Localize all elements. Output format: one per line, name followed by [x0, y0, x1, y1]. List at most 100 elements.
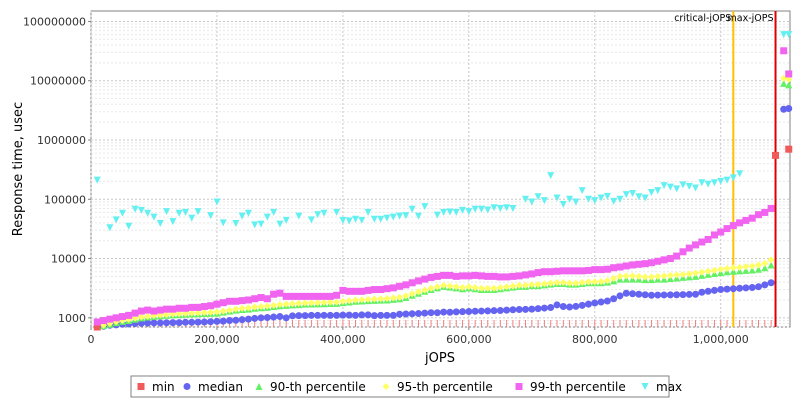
point-median [452, 308, 460, 316]
point-95-th-percentile [515, 281, 523, 289]
point-median [194, 318, 202, 326]
point-median [263, 314, 271, 322]
point-max [629, 190, 637, 198]
point-99-th-percentile [610, 264, 618, 272]
point-median [736, 284, 744, 292]
point-99-th-percentile [647, 259, 655, 267]
point-median [251, 314, 259, 322]
point-99-th-percentile [333, 291, 341, 299]
point-95-th-percentile [333, 298, 341, 306]
point-99-th-percentile [446, 271, 454, 279]
point-max [232, 220, 240, 228]
point-max [566, 195, 574, 203]
point-95-th-percentile [402, 292, 410, 300]
point-95-th-percentile [144, 312, 152, 320]
point-95-th-percentile [647, 273, 655, 281]
point-max [295, 212, 303, 220]
point-median [213, 317, 221, 325]
point-median [629, 290, 637, 298]
point-max [144, 209, 152, 217]
point-median [547, 304, 555, 312]
point-99-th-percentile [515, 272, 523, 280]
point-95-th-percentile [351, 296, 359, 304]
point-max [339, 216, 347, 224]
point-90-th-percentile [755, 265, 763, 273]
point-min [785, 145, 793, 153]
point-max [471, 205, 479, 213]
point-max [270, 208, 278, 216]
point-99-th-percentile [93, 318, 101, 326]
point-95-th-percentile [188, 309, 196, 317]
point-99-th-percentile [414, 277, 422, 285]
point-median [421, 309, 429, 317]
point-99-th-percentile [704, 235, 712, 243]
point-max [370, 215, 378, 223]
point-95-th-percentile [641, 273, 649, 281]
point-median [660, 291, 668, 299]
point-median [666, 291, 674, 299]
point-95-th-percentile [622, 272, 630, 280]
point-99-th-percentile [276, 289, 284, 297]
point-95-th-percentile [433, 283, 441, 291]
point-median [358, 311, 366, 319]
point-max [540, 197, 548, 205]
point-99-th-percentile [351, 287, 359, 295]
point-median [345, 311, 353, 319]
point-max [307, 216, 315, 224]
point-max [465, 208, 473, 216]
point-99-th-percentile [666, 255, 674, 263]
point-max [156, 220, 164, 228]
point-max [679, 181, 687, 189]
point-max [377, 215, 385, 223]
point-95-th-percentile [440, 281, 448, 289]
point-95-th-percentile [326, 298, 334, 306]
point-max [534, 193, 542, 201]
point-99-th-percentile [289, 292, 297, 300]
point-99-th-percentile [389, 284, 397, 292]
point-99-th-percentile [767, 204, 775, 212]
point-median [767, 279, 775, 287]
point-99-th-percentile [396, 282, 404, 290]
point-median [427, 309, 435, 317]
point-99-th-percentile [591, 266, 599, 274]
point-max [440, 208, 448, 216]
point-median [402, 310, 410, 318]
point-95-th-percentile [251, 303, 259, 311]
point-99-th-percentile [452, 272, 460, 280]
legend-label-min: min [152, 380, 175, 394]
point-90-th-percentile [767, 261, 775, 269]
point-median [641, 291, 649, 299]
point-95-th-percentile [534, 280, 542, 288]
legend-symbol-max [641, 383, 649, 390]
point-median [351, 311, 359, 319]
point-median [270, 313, 278, 321]
point-95-th-percentile [289, 300, 297, 308]
point-95-th-percentile [459, 283, 467, 291]
point-median [232, 316, 240, 324]
point-median [742, 284, 750, 292]
point-median [150, 319, 158, 327]
point-max [528, 198, 536, 206]
point-95-th-percentile [761, 259, 769, 267]
point-max [673, 185, 681, 193]
point-95-th-percentile [137, 313, 145, 321]
point-95-th-percentile [358, 296, 366, 304]
point-max [553, 194, 561, 202]
point-max [584, 195, 592, 203]
point-99-th-percentile [213, 300, 221, 308]
point-median [509, 306, 517, 314]
point-max [496, 204, 504, 212]
point-95-th-percentile [785, 75, 793, 83]
point-max [704, 180, 712, 188]
point-median [729, 285, 737, 293]
y-axis-title: Response time, usec [11, 102, 26, 236]
point-median [635, 290, 643, 298]
point-max [591, 197, 599, 205]
point-99-th-percentile [616, 263, 624, 271]
point-median [414, 310, 422, 318]
point-99-th-percentile [433, 272, 441, 280]
point-95-th-percentile [232, 305, 240, 313]
point-99-th-percentile [685, 244, 693, 252]
point-max [622, 191, 630, 199]
